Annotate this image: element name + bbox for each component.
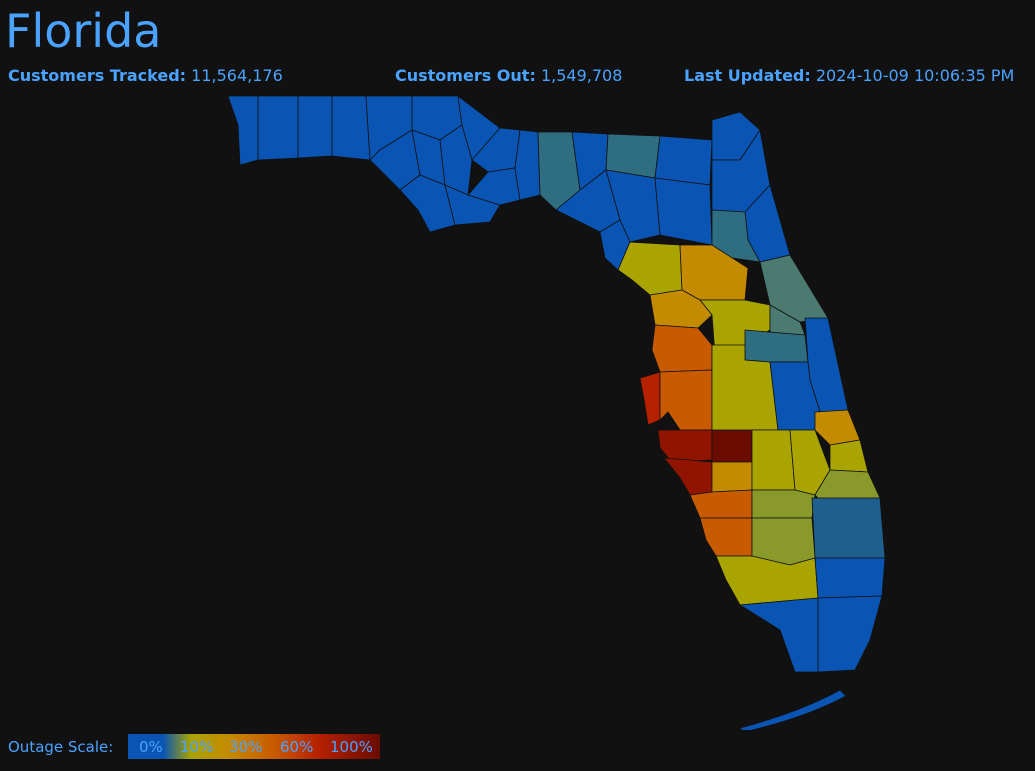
county-pasco[interactable] xyxy=(651,324,713,373)
county-walton[interactable] xyxy=(331,95,371,161)
county-orange-osceola[interactable] xyxy=(744,329,809,363)
county-glades[interactable] xyxy=(751,489,816,519)
customers-out-label: Customers Out: xyxy=(395,66,536,85)
county-citrus-marion[interactable] xyxy=(617,241,683,296)
scale-tick-30: 30% xyxy=(229,738,263,756)
county-franklin[interactable] xyxy=(444,184,501,226)
central-west-region[interactable] xyxy=(617,241,806,557)
customers-out: Customers Out: 1,549,708 xyxy=(395,66,622,86)
county-hardee[interactable] xyxy=(711,429,753,463)
county-liberty[interactable] xyxy=(439,124,473,196)
county-monroe-mainland[interactable] xyxy=(738,597,819,673)
scale-tick-60: 60% xyxy=(280,738,314,756)
scale-tick-10: 10% xyxy=(180,738,214,756)
county-hillsborough[interactable] xyxy=(659,369,713,431)
florida-keys[interactable] xyxy=(739,689,847,730)
county-okaloosa[interactable] xyxy=(297,95,333,159)
county-charlotte[interactable] xyxy=(689,489,753,519)
county-palm-beach[interactable] xyxy=(811,497,886,559)
county-escambia[interactable] xyxy=(227,95,259,166)
county-pinellas[interactable] xyxy=(639,371,661,426)
county-gilchrist-alachua[interactable] xyxy=(605,169,661,243)
county-miami-dade[interactable] xyxy=(817,595,883,673)
scale-tick-0: 0% xyxy=(139,738,163,756)
north-florida-region[interactable] xyxy=(555,111,829,323)
last-updated: Last Updated: 2024-10-09 10:06:35 PM xyxy=(684,66,1014,86)
outage-scale-label: Outage Scale: xyxy=(8,738,114,756)
county-columbia[interactable] xyxy=(654,135,713,186)
south-florida-region[interactable] xyxy=(738,557,886,730)
county-st-lucie[interactable] xyxy=(829,439,869,473)
county-santa-rosa[interactable] xyxy=(257,95,299,161)
customers-tracked-value: 11,564,176 xyxy=(191,66,283,85)
county-jefferson[interactable] xyxy=(514,129,541,201)
last-updated-label: Last Updated: xyxy=(684,66,811,85)
outage-scale-bar xyxy=(128,734,380,759)
customers-out-value: 1,549,708 xyxy=(540,66,623,85)
central-east-region[interactable] xyxy=(711,317,886,606)
last-updated-value: 2024-10-09 10:06:35 PM xyxy=(815,66,1015,85)
county-lee[interactable] xyxy=(699,517,753,557)
page-title: Florida xyxy=(5,4,162,58)
customers-tracked: Customers Tracked: 11,564,176 xyxy=(8,66,283,86)
county-indian-river[interactable] xyxy=(814,409,861,446)
florida-outage-map[interactable] xyxy=(0,0,1035,730)
county-highlands[interactable] xyxy=(751,429,796,491)
county-collier[interactable] xyxy=(715,555,819,606)
customers-tracked-label: Customers Tracked: xyxy=(8,66,187,85)
county-manatee[interactable] xyxy=(657,429,713,463)
scale-tick-100: 100% xyxy=(330,738,373,756)
county-desoto[interactable] xyxy=(711,461,753,493)
panhandle-region[interactable] xyxy=(227,95,609,233)
county-clay-bradford[interactable] xyxy=(654,177,713,246)
county-broward[interactable] xyxy=(814,557,886,599)
county-sarasota[interactable] xyxy=(663,457,713,496)
